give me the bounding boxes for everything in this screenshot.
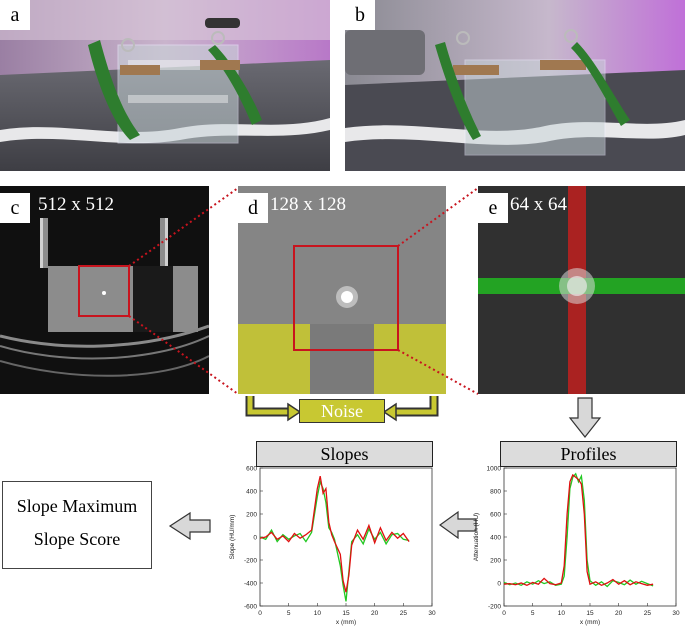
arrow-down-icon	[568, 397, 602, 438]
profiles-series-line-1	[503, 473, 654, 587]
phantom-photo-b	[345, 0, 685, 171]
ct-image-64	[478, 186, 685, 394]
profiles-ytick-label: 400	[490, 534, 501, 541]
ct-slice-64	[478, 186, 685, 394]
slopes-xtick-label: 0	[258, 610, 262, 617]
slopes-xtick-label: 25	[400, 610, 408, 617]
slopes-xtick-label: 30	[428, 610, 436, 617]
arrow-left-icon	[438, 510, 477, 540]
photo-panel-b	[345, 0, 685, 171]
slopes-ytick-label: 400	[246, 488, 257, 495]
slopes-xtick-label: 15	[342, 610, 350, 617]
ct-image-128	[238, 186, 446, 394]
slopes-plot-area	[259, 467, 433, 607]
slope-score-label: Slope Score	[33, 529, 121, 549]
resolution-label-512: 512 x 512	[38, 194, 114, 215]
slopes-ytick-label: 0	[253, 534, 257, 541]
panel-letter-b: b	[345, 0, 375, 30]
arrow-left-icon-2	[168, 511, 211, 541]
roi-box-128	[293, 245, 399, 351]
photo-panel-a	[0, 0, 330, 171]
noise-arrows	[245, 396, 439, 422]
slopes-ytick-label: -200	[244, 557, 257, 564]
ct-slice-512	[0, 186, 209, 394]
profiles-xtick-label: 10	[558, 610, 566, 617]
slopes-series-line-1	[259, 475, 410, 593]
profiles-ytick-label: 800	[490, 488, 501, 495]
panel-letter-a: a	[0, 0, 30, 30]
profiles-header: Profiles	[500, 441, 677, 467]
profiles-xtick-label: 5	[531, 610, 535, 617]
panel-letter-e: e	[478, 193, 508, 223]
roi-box-512	[78, 265, 130, 317]
slopes-ytick-label: -400	[244, 580, 257, 587]
panel-letter-d: d	[238, 193, 268, 223]
noise-label-box: Noise	[299, 399, 385, 423]
profiles-xtick-label: 20	[615, 610, 623, 617]
panel-letter-c: c	[0, 193, 30, 223]
slopes-ytick-label: 600	[246, 465, 257, 472]
profiles-ytick-label: -200	[488, 603, 501, 610]
profiles-xtick-label: 15	[586, 610, 594, 617]
slopes-header: Slopes	[256, 441, 433, 467]
slope-maximum-label: Slope Maximum	[16, 496, 138, 516]
slopes-xlabel: x (mm)	[336, 619, 356, 626]
slopes-series-line-2	[259, 479, 410, 602]
slopes-ytick-label: -600	[244, 603, 257, 610]
phantom-photo-a	[0, 0, 330, 171]
profiles-xlabel: x (mm)	[580, 619, 600, 626]
slopes-ylabel: Slope (HU/mm)	[229, 515, 236, 560]
slopes-xtick-label: 10	[314, 610, 322, 617]
slopes-xtick-label: 5	[287, 610, 291, 617]
slopes-ytick-label: 200	[246, 511, 257, 518]
profiles-xtick-label: 0	[502, 610, 506, 617]
profiles-ytick-label: 600	[490, 511, 501, 518]
profiles-ytick-label: 0	[497, 580, 501, 587]
profiles-ylabel: Attenuation (HU)	[473, 513, 480, 561]
resolution-label-128: 128 x 128	[270, 194, 346, 215]
result-box: Slope Maximum Slope Score	[2, 481, 152, 569]
profiles-ytick-label: 1000	[487, 465, 502, 472]
slopes-chart: 0 5 10 15 20 25 30 -600 -400 -200 0 200 400 600 x (mm)…	[229, 465, 436, 626]
profiles-xtick-label: 25	[644, 610, 652, 617]
noise-region-left	[238, 324, 310, 394]
ct-image-512	[0, 186, 209, 394]
ct-slice-128	[238, 186, 446, 394]
slopes-xtick-label: 20	[371, 610, 379, 617]
resolution-label-64: 64 x 64	[510, 194, 567, 215]
noise-region-right	[374, 324, 446, 394]
profiles-ytick-label: 200	[490, 557, 501, 564]
profiles-xtick-label: 30	[672, 610, 680, 617]
